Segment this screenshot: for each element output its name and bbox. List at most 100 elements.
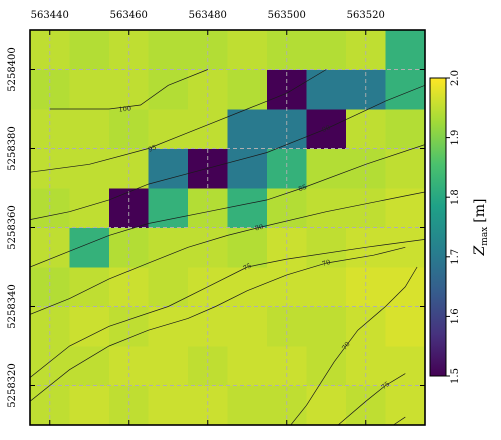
- contour-line: [290, 266, 418, 425]
- y-tick-label: 5258320: [7, 363, 18, 408]
- heatmap-cell: [148, 69, 189, 110]
- heatmap-cell: [30, 30, 70, 70]
- heatmap-cell: [346, 385, 386, 426]
- heatmap-cell: [148, 385, 189, 426]
- heatmap-cell: [69, 267, 110, 307]
- heatmap-cell: [385, 188, 426, 228]
- colorbar-tick-label: 1.7: [450, 249, 461, 265]
- heatmap-cell: [148, 346, 189, 386]
- contour-label: 80: [254, 223, 264, 233]
- y-tick-label: 5258340: [7, 284, 18, 329]
- heatmap-cell: [346, 267, 386, 307]
- contour-label: 70: [321, 258, 331, 268]
- heatmap-cell: [385, 69, 426, 110]
- heatmap-cell: [109, 267, 149, 307]
- y-tick-label: 5258360: [7, 205, 18, 250]
- x-tick-label: 563500: [268, 10, 306, 21]
- colorbar-label-sub: max: [480, 227, 490, 246]
- heatmap-cell: [306, 188, 347, 228]
- heatmap-cell: [306, 346, 347, 386]
- heatmap-cell: [227, 69, 268, 110]
- contour-label: 75: [380, 380, 391, 391]
- y-axis: 5258320 5258340 5258360 5258380 5258400: [7, 47, 425, 408]
- heatmap-cell: [385, 148, 426, 189]
- heatmap-cell: [267, 30, 307, 70]
- heatmap-cell: [30, 148, 70, 189]
- heatmap-cell: [188, 30, 228, 70]
- contour-label: 100: [118, 104, 131, 113]
- heatmap-cell: [148, 227, 189, 268]
- heatmap-cell: [69, 188, 110, 228]
- colorbar-label-base: Z: [472, 245, 488, 256]
- heatmap-cell: [385, 109, 426, 149]
- x-tick-label: 563440: [31, 10, 69, 21]
- contour-lines: 100 95 90 85 80 75 70 70 75: [30, 69, 425, 425]
- x-tick-label: 563460: [110, 10, 148, 21]
- heatmap-cell: [306, 30, 347, 70]
- contour-label: 75: [242, 262, 253, 273]
- colorbar-tick-label: 1.9: [450, 130, 461, 146]
- heatmap-cell: [227, 30, 268, 70]
- x-tick-label: 563520: [347, 10, 385, 21]
- contour-label: 85: [297, 183, 307, 193]
- heatmap-cell: [109, 148, 149, 189]
- colorbar-tick-label: 2.0: [450, 70, 461, 86]
- heatmap-cell: [227, 188, 268, 228]
- heatmap-cell: [69, 69, 110, 110]
- colorbar-ticks: 1.5 1.6 1.7 1.8 1.9 2.0: [446, 70, 461, 384]
- colorbar-tick-label: 1.8: [450, 189, 461, 205]
- contour-line: [30, 84, 425, 220]
- heatmap-cell: [346, 30, 386, 70]
- heatmap-cell: [69, 148, 110, 189]
- heatmap-cell: [306, 69, 347, 110]
- heatmap-cell: [346, 148, 386, 189]
- heatmap-cell: [69, 385, 110, 426]
- heatmap-cells: [30, 30, 426, 426]
- heatmap-cell: [385, 227, 426, 268]
- heatmap-cell: [148, 306, 189, 347]
- contour-label: 90: [321, 123, 332, 134]
- colorbar-tick-label: 1.6: [450, 308, 461, 324]
- heatmap-cell: [385, 346, 426, 386]
- y-tick-label: 5258380: [7, 126, 18, 171]
- heatmap-cell: [385, 30, 426, 70]
- heatmap-cell: [227, 306, 268, 347]
- contour-label: 70: [340, 340, 351, 351]
- heatmap-cell: [267, 148, 307, 189]
- contour-line: [30, 191, 425, 315]
- colorbar-tick-label: 1.5: [450, 368, 461, 384]
- x-axis: 563440 563460 563480 563500 563520: [31, 10, 385, 425]
- heatmap-cell: [69, 306, 110, 347]
- colorbar-label-unit: [m]: [472, 199, 488, 223]
- heatmap-cell: [306, 306, 347, 347]
- heatmap-cell: [227, 267, 268, 307]
- colorbar-gradient: [429, 77, 447, 377]
- heatmap-cell: [385, 385, 426, 426]
- heatmap-cell: [148, 188, 189, 228]
- contour-line: [49, 69, 208, 110]
- heatmap-cell: [109, 30, 149, 70]
- colorbar: 1.5 1.6 1.7 1.8 1.9 2.0 Zmax [m]: [429, 70, 490, 384]
- heatmap-cell: [109, 385, 149, 426]
- colorbar-label: Zmax [m]: [472, 199, 490, 257]
- heatmap-cell: [227, 109, 268, 149]
- heatmap-cell: [306, 385, 347, 426]
- heatmap-cell: [30, 267, 70, 307]
- contour-line: [337, 373, 406, 425]
- heatmap-cell: [385, 306, 426, 347]
- contour-line: [30, 239, 425, 378]
- y-tick-label: 5258400: [7, 47, 18, 92]
- heatmap-cell: [148, 267, 189, 307]
- heatmap-cell: [69, 30, 110, 70]
- heatmap-cell: [306, 267, 347, 307]
- contour-line: [30, 69, 327, 173]
- heatmap-cell: [227, 385, 268, 426]
- heatmap-cell: [148, 148, 189, 189]
- contour-line: [393, 416, 406, 425]
- heatmap-cell: [227, 346, 268, 386]
- heatmap-cell: [227, 227, 268, 268]
- heatmap-cell: [267, 267, 307, 307]
- heatmap-cell: [30, 385, 70, 426]
- heatmap-cell: [267, 385, 307, 426]
